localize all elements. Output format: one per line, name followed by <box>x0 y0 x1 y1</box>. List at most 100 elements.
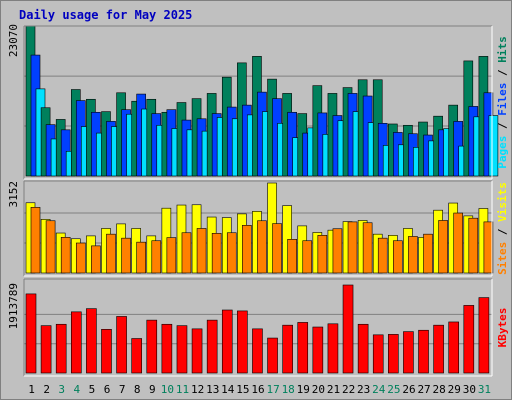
bar-sites-day-1 <box>30 207 41 274</box>
legend-label: / <box>496 116 509 136</box>
x-tick-label-day-30: 30 <box>463 383 476 396</box>
bar-sites-day-29 <box>453 212 464 274</box>
bar-sites-day-18 <box>287 239 297 274</box>
bar-sites-day-28 <box>438 220 448 274</box>
x-tick-label-day-14: 14 <box>221 383 235 396</box>
x-tick-label-day-29: 29 <box>448 383 461 396</box>
bar-kbytes-day-31 <box>478 297 490 374</box>
bar-sites-day-14 <box>226 232 237 274</box>
bar-kbytes-day-5 <box>86 308 97 374</box>
legend-label: Pages <box>496 136 509 169</box>
bar-kbytes-day-26 <box>403 331 414 374</box>
bar-kbytes-day-2 <box>40 325 52 374</box>
bar-sites-day-11 <box>181 232 192 274</box>
bar-sites-day-9 <box>151 240 162 274</box>
series-legend: Pages / Files / Hits <box>496 36 509 169</box>
bar-sites-day-8 <box>136 241 146 274</box>
bar-sites-day-23 <box>362 222 373 274</box>
bar-kbytes-day-21 <box>327 323 339 374</box>
x-tick-label-day-4: 4 <box>74 383 81 396</box>
legend-label: Visits <box>496 182 509 222</box>
bar-sites-day-4 <box>75 242 86 274</box>
bar-sites-day-7 <box>121 237 131 274</box>
bar-sites-day-24 <box>377 237 388 274</box>
bar-kbytes-day-20 <box>312 326 324 374</box>
bar-kbytes-day-9 <box>146 319 158 374</box>
legend-label: / <box>496 63 509 83</box>
bar-sites-day-17 <box>272 223 282 274</box>
bar-kbytes-day-16 <box>252 328 263 374</box>
x-tick-label-day-1: 1 <box>28 383 35 396</box>
bar-sites-day-20 <box>317 235 328 274</box>
bar-kbytes-day-29 <box>448 321 460 374</box>
legend-label: Files <box>496 83 509 116</box>
y-axis-max-label: 23070 <box>7 24 20 57</box>
bar-kbytes-day-27 <box>418 329 429 374</box>
x-tick-label-day-18: 18 <box>282 383 295 396</box>
series-legend: KBytes <box>496 308 509 348</box>
x-tick-label-day-5: 5 <box>89 383 96 396</box>
bar-kbytes-day-8 <box>131 338 142 374</box>
bar-kbytes-day-3 <box>55 323 67 374</box>
x-tick-label-day-17: 17 <box>266 383 279 396</box>
bar-kbytes-day-14 <box>221 309 233 374</box>
x-tick-label-day-22: 22 <box>342 383 355 396</box>
x-tick-label-day-15: 15 <box>236 383 249 396</box>
x-tick-label-day-24: 24 <box>372 383 386 396</box>
bar-kbytes-day-10 <box>161 323 173 374</box>
x-tick-label-day-16: 16 <box>251 383 264 396</box>
bar-kbytes-day-15 <box>237 310 248 374</box>
bar-sites-day-25 <box>393 240 403 274</box>
x-tick-label-day-11: 11 <box>176 383 189 396</box>
bar-kbytes-day-18 <box>282 324 293 374</box>
x-tick-label-day-28: 28 <box>433 383 446 396</box>
chart-title: Daily usage for May 2025 <box>19 8 193 22</box>
bar-sites-day-10 <box>166 237 177 274</box>
bar-kbytes-day-13 <box>206 319 218 374</box>
bar-kbytes-day-6 <box>101 329 112 374</box>
bar-sites-day-15 <box>242 225 252 274</box>
x-tick-label-day-7: 7 <box>119 383 126 396</box>
legend-label: KBytes <box>496 308 509 348</box>
x-tick-label-day-6: 6 <box>104 383 111 396</box>
y-axis-max-label: 3152 <box>7 181 20 208</box>
bar-kbytes-day-25 <box>388 334 399 374</box>
x-tick-label-day-9: 9 <box>149 383 156 396</box>
bar-kbytes-day-22 <box>342 284 354 374</box>
legend-label: / <box>496 222 509 242</box>
bar-sites-day-2 <box>45 220 56 274</box>
bar-sites-day-6 <box>106 233 116 274</box>
x-tick-label-day-31: 31 <box>478 383 491 396</box>
bar-pages-day-31 <box>488 115 499 177</box>
bar-kbytes-day-7 <box>116 316 127 374</box>
bar-sites-day-21 <box>332 228 343 274</box>
series-legend: Sites / Visits <box>496 182 509 275</box>
x-tick-label-day-10: 10 <box>161 383 174 396</box>
bar-kbytes-day-30 <box>463 305 475 374</box>
x-tick-label-day-26: 26 <box>402 383 415 396</box>
bar-kbytes-day-23 <box>357 323 369 374</box>
bar-kbytes-day-4 <box>70 311 82 374</box>
x-tick-label-day-19: 19 <box>297 383 310 396</box>
legend-label: Sites <box>496 242 509 275</box>
bar-sites-day-19 <box>302 240 313 274</box>
bar-sites-day-31 <box>483 221 494 274</box>
bar-kbytes-day-28 <box>433 324 444 374</box>
x-tick-label-day-23: 23 <box>357 383 370 396</box>
x-tick-label-day-3: 3 <box>58 383 65 396</box>
bar-sites-day-27 <box>423 233 433 274</box>
x-tick-label-day-13: 13 <box>206 383 219 396</box>
bar-kbytes-day-24 <box>372 334 384 374</box>
bar-sites-day-3 <box>60 237 71 274</box>
bar-kbytes-day-12 <box>191 328 203 374</box>
bar-kbytes-day-1 <box>25 293 37 374</box>
bar-sites-day-22 <box>347 221 358 274</box>
x-tick-label-day-8: 8 <box>134 383 141 396</box>
x-tick-label-day-25: 25 <box>387 383 400 396</box>
bar-kbytes-day-11 <box>176 325 188 374</box>
bar-sites-day-12 <box>196 228 207 274</box>
bar-sites-day-13 <box>211 233 222 274</box>
bar-sites-day-30 <box>468 217 479 274</box>
